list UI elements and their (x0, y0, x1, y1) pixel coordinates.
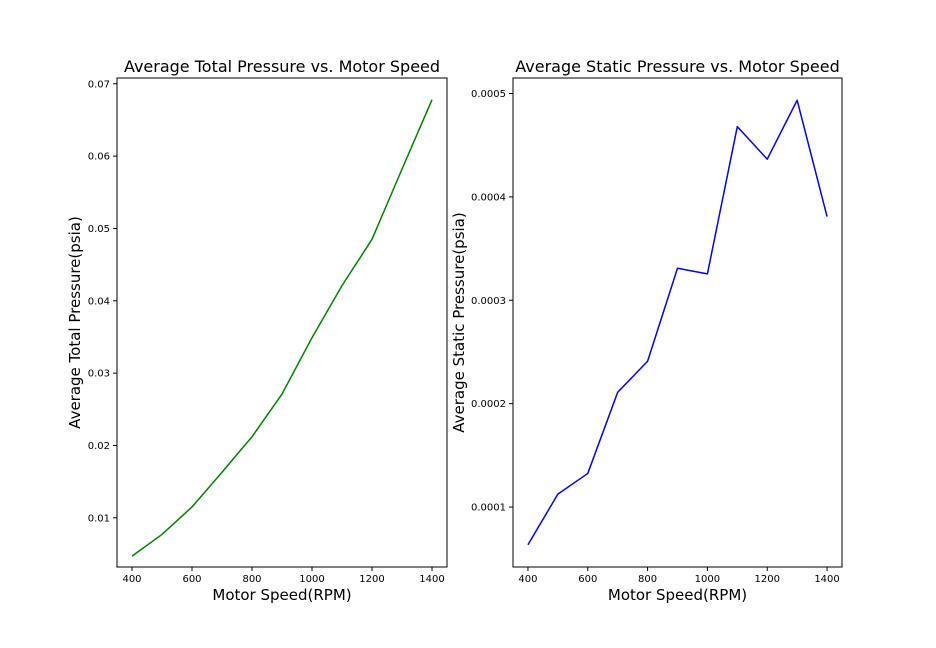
chart1-title: Average Total Pressure vs. Motor Speed (124, 57, 440, 76)
chart2-title: Average Static Pressure vs. Motor Speed (515, 57, 839, 76)
chart1-x-tick-label: 1200 (359, 574, 384, 585)
chart1-x-tick-label: 600 (182, 574, 201, 585)
chart2-y-tick-label: 0.0004 (471, 192, 506, 203)
chart2-y-axis-label: Average Static Pressure(psia) (450, 212, 468, 432)
chart1-plot-frame (116, 77, 448, 568)
chart2-series-line-0 (527, 99, 828, 546)
chart2-y-tick-label: 0.0001 (471, 503, 506, 514)
chart1-x-tick-label: 1400 (419, 574, 444, 585)
chart1-series-line-0 (131, 99, 433, 557)
chart1-x-tick-label: 1000 (299, 574, 324, 585)
chart2-x-tick-label: 1000 (695, 574, 720, 585)
chart1-x-tick-label: 800 (242, 574, 261, 585)
chart1-y-axis-label: Average Total Pressure(psia) (66, 216, 84, 429)
chart2-y-tick-label: 0.0002 (471, 399, 506, 410)
chart2-x-tick-label: 600 (578, 574, 597, 585)
chart1-y-tick-label: 0.01 (88, 513, 110, 524)
chart1-y-tick-label: 0.06 (88, 152, 110, 163)
chart2-plot-frame (512, 77, 843, 568)
chart2-x-axis-label: Motor Speed(RPM) (608, 586, 747, 604)
chart1: 400 600 800 1000 1200 1400 0.01 0.02 0.03 0.04 0.0… (66, 57, 448, 604)
chart2-y-tick-label: 0.0005 (471, 89, 506, 100)
chart2-x-tick-label: 1200 (755, 574, 780, 585)
chart2: 400 600 800 1000 1200 1400 0.0001 0.0002 0.0003 0… (450, 57, 843, 604)
chart2-x-tick-label: 800 (638, 574, 657, 585)
chart1-x-tick-label: 400 (122, 574, 141, 585)
chart1-y-tick-label: 0.04 (88, 296, 110, 307)
chart2-x-tick-label: 1400 (814, 574, 839, 585)
chart2-x-tick-label: 400 (518, 574, 537, 585)
chart2-y-tick-label: 0.0003 (471, 296, 506, 307)
chart1-y-tick-label: 0.05 (88, 224, 110, 235)
chart1-y-tick-label: 0.02 (88, 441, 110, 452)
chart1-y-tick-label: 0.07 (88, 79, 110, 90)
chart1-x-axis-label: Motor Speed(RPM) (212, 586, 351, 604)
chart1-y-tick-label: 0.03 (88, 369, 110, 380)
